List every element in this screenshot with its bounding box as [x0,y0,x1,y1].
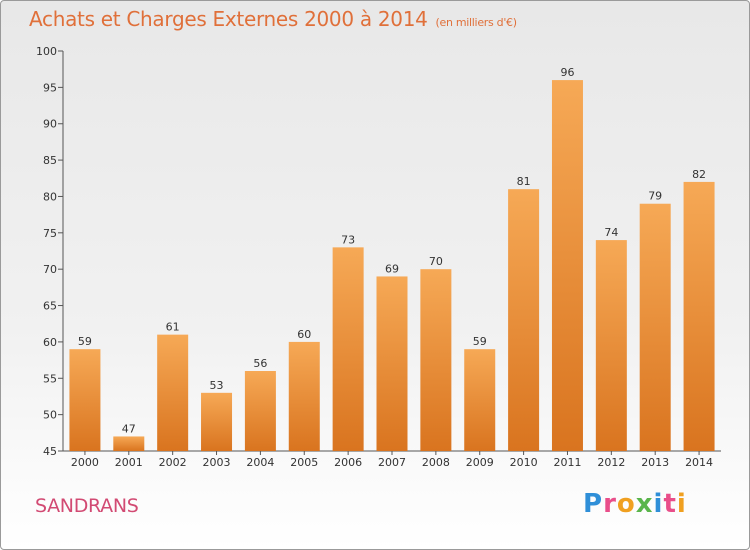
y-tick-label: 45 [43,445,57,458]
x-tick-label: 2007 [378,456,406,469]
x-tick-label: 2008 [422,456,450,469]
proxiti-logo: Proxiti [583,489,687,519]
bar-value-label: 59 [473,335,487,348]
x-tick-label: 2002 [159,456,187,469]
logo-letter: i [653,489,664,519]
y-tick-label: 95 [43,81,57,94]
logo-letter: o [616,489,636,519]
logo-letter: t [663,489,677,519]
bar-value-label: 61 [166,321,180,334]
bar-value-label: 59 [78,335,92,348]
bar [288,341,320,451]
logo-letter: r [603,489,617,519]
y-tick-label: 85 [43,154,57,167]
bar [595,240,627,451]
x-tick-label: 2009 [466,456,494,469]
chart-title: Achats et Charges Externes 2000 à 2014 (e… [29,7,517,31]
bar [332,247,364,451]
bar [508,189,540,451]
y-tick-label: 60 [43,336,57,349]
bar [69,349,101,451]
chart-subtitle: (en milliers d'€) [435,16,517,29]
y-tick-label: 70 [43,263,57,276]
bar-value-label: 47 [122,422,136,435]
chart-title-text: Achats et Charges Externes 2000 à 2014 [29,7,428,31]
bar [113,436,145,451]
bar-value-label: 82 [692,168,706,181]
logo-letter: P [583,489,604,519]
x-tick-label: 2013 [641,456,669,469]
bar-value-label: 79 [648,190,662,203]
x-tick-label: 2001 [115,456,143,469]
bar-value-label: 69 [385,262,399,275]
bar [201,392,233,451]
y-tick-label: 75 [43,227,57,240]
x-axis-labels: 2000 2001 2002 2003 2004 2005 2006 2007 2008 2009… [71,451,713,469]
logo-letter: i [676,489,687,519]
bar-value-label: 70 [429,255,443,268]
bar [420,269,452,451]
x-tick-label: 2014 [685,456,713,469]
town-name: SANDRANS [35,495,139,517]
bars-group: 59 47 61 53 56 60 73 69 70 59 81 96 74 79 82 [69,66,715,451]
bar-value-label: 96 [560,66,574,79]
y-tick-label: 65 [43,300,57,313]
x-tick-label: 2005 [290,456,318,469]
y-tick-label: 90 [43,118,57,131]
x-tick-label: 2000 [71,456,99,469]
bar [376,276,408,451]
x-tick-label: 2003 [203,456,231,469]
bar [464,349,496,451]
bar-value-label: 60 [297,328,311,341]
y-axis: 45 50 55 60 65 70 75 80 85 90 95 100 [36,45,721,458]
logo-letter: x [635,489,654,519]
bar [244,371,276,451]
x-tick-label: 2011 [553,456,581,469]
y-tick-label: 80 [43,190,57,203]
bar [683,181,715,451]
bar-value-label: 73 [341,233,355,246]
x-tick-label: 2006 [334,456,362,469]
x-tick-label: 2004 [246,456,274,469]
x-tick-label: 2010 [510,456,538,469]
bar-value-label: 56 [253,357,267,370]
bar [639,203,671,451]
bar [157,334,189,451]
bar-value-label: 74 [604,226,618,239]
bar-value-label: 81 [517,175,531,188]
bar [551,80,583,451]
y-tick-label: 50 [43,409,57,422]
bar-value-label: 53 [210,379,224,392]
x-tick-label: 2012 [597,456,625,469]
y-tick-label: 55 [43,372,57,385]
y-tick-label: 100 [36,45,57,58]
